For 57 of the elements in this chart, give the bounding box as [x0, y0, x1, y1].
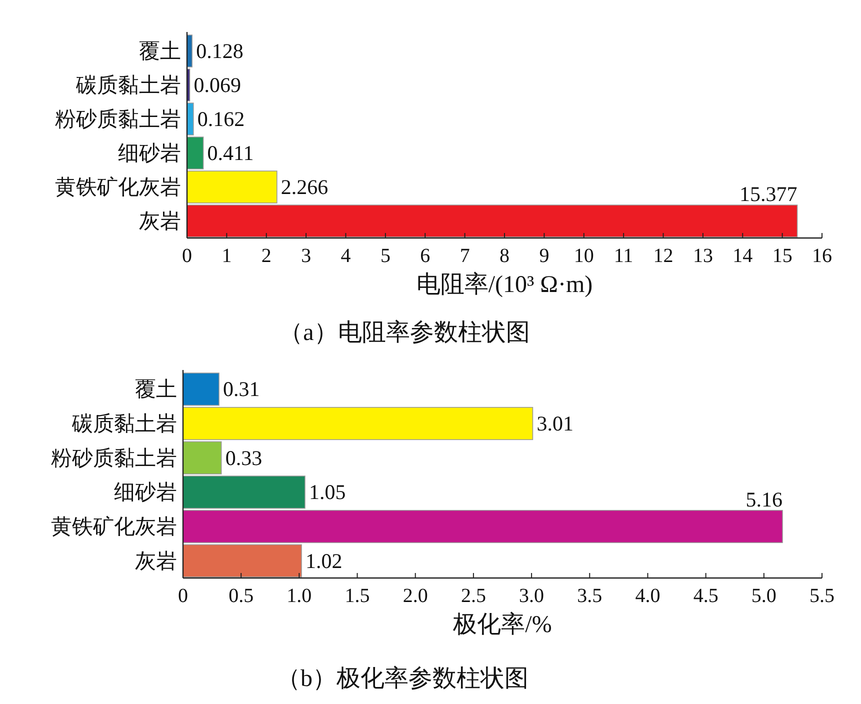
x-tick-label: 5: [380, 245, 390, 267]
data-label: 0.162: [197, 107, 245, 131]
x-tick-label: 2.0: [402, 585, 428, 607]
x-tick-label: 10: [574, 245, 594, 267]
data-label: 1.05: [308, 480, 346, 504]
y-tick-label: 覆土: [139, 39, 181, 63]
data-label: 0.31: [223, 377, 260, 402]
text: （b）极化率参数柱状图: [276, 665, 528, 692]
data-label: 5.16: [746, 487, 782, 512]
y-tick-label: 灰岩: [135, 548, 177, 573]
x-tick-label: 8: [500, 245, 510, 267]
x-axis-title: 极化率/%: [452, 611, 552, 638]
data-label: 0.069: [194, 73, 241, 97]
y-tick-label: 碳质黏土岩: [71, 412, 177, 436]
data-label: 0.33: [225, 446, 262, 470]
x-tick-label: 12: [653, 245, 674, 267]
x-tick-label: 14: [732, 245, 753, 267]
x-tick-label: 16: [812, 245, 832, 267]
x-tick-label: 2: [261, 245, 272, 267]
data-label: 1.02: [306, 548, 342, 573]
x-tick-label: 1: [222, 245, 232, 267]
y-tick-label: 细砂岩: [118, 141, 181, 165]
data-label: 0.128: [196, 39, 244, 63]
y-tick-label: 粉砂质黏土岩: [51, 446, 177, 470]
x-tick-label: 2.5: [460, 585, 486, 607]
text: （a）电阻率参数柱状图: [279, 319, 530, 346]
x-tick-label: 0.5: [228, 585, 254, 607]
x-tick-label: 4.5: [693, 585, 718, 607]
x-tick-label: 3.5: [577, 585, 602, 607]
x-tick-label: 1.0: [286, 585, 312, 607]
x-tick-label: 3.0: [519, 585, 544, 607]
y-tick-label: 黄铁矿化灰岩: [55, 175, 181, 199]
y-tick-label: 粉砂质黏土岩: [55, 107, 181, 131]
x-tick-label: 7: [460, 245, 470, 267]
x-axis-title: 电阻率/(10³ Ω·m): [416, 271, 593, 298]
x-tick-label: 4: [340, 245, 351, 267]
x-tick-label: 0: [178, 585, 188, 607]
x-tick-label: 15: [772, 245, 792, 267]
x-tick-label: 1.5: [344, 585, 370, 607]
data-label: 2.266: [280, 175, 328, 199]
x-tick-label: 0: [182, 245, 192, 267]
x-tick-label: 11: [614, 245, 634, 267]
y-tick-label: 灰岩: [139, 209, 181, 233]
y-tick-label: 黄铁矿化灰岩: [51, 514, 177, 538]
x-tick-label: 5.0: [751, 585, 776, 607]
data-label: 15.377: [740, 182, 798, 206]
y-tick-label: 碳质黏土岩: [75, 73, 181, 97]
y-tick-label: 细砂岩: [114, 480, 177, 504]
x-tick-label: 4.0: [635, 585, 660, 607]
data-label: 3.01: [536, 412, 574, 436]
x-tick-label: 3: [301, 245, 312, 267]
x-tick-label: 5.5: [810, 585, 834, 607]
y-tick-label: 覆土: [135, 377, 177, 402]
x-tick-label: 9: [539, 245, 550, 267]
data-label: 0.411: [207, 141, 254, 165]
x-tick-label: 13: [692, 245, 713, 267]
x-tick-label: 6: [420, 245, 430, 267]
